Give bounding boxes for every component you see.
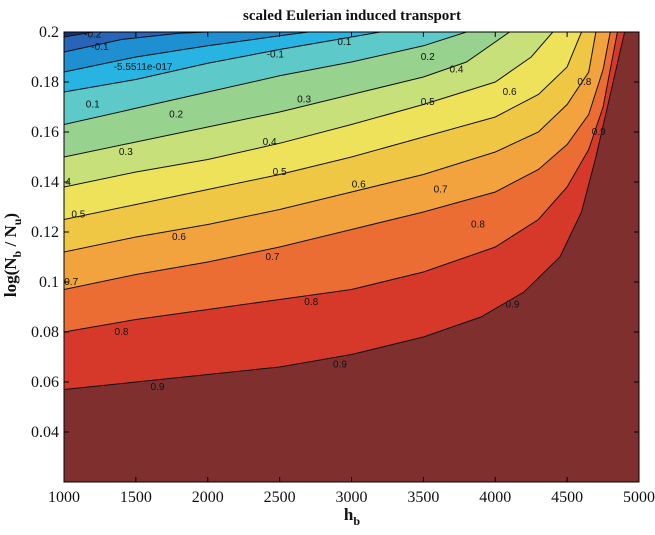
- y-tick-label: 0.2: [39, 24, 59, 41]
- x-tick-label: 2000: [192, 489, 224, 506]
- contour-label: 0.8: [304, 297, 318, 308]
- contour-label: 0.6: [503, 87, 517, 98]
- x-tick-label: 1500: [120, 489, 152, 506]
- svg-text:hb: hb: [344, 505, 360, 528]
- contour-label: 0.7: [434, 185, 448, 196]
- y-tick-label: 0.08: [31, 324, 59, 341]
- contour-line-0.7: [64, 32, 611, 290]
- contour-label: 0.8: [115, 327, 129, 338]
- contour-label: 0.8: [577, 77, 591, 88]
- contour-label: 0.9: [333, 360, 347, 371]
- contour-label: 0.4: [449, 65, 463, 76]
- contour-line-0.3: [64, 32, 510, 158]
- y-tick-label: 0.18: [31, 74, 59, 91]
- chart-title: scaled Eulerian induced transport: [243, 8, 461, 24]
- contour-label: -5.5511e-017: [114, 62, 173, 73]
- y-tick-label: 0.04: [31, 424, 59, 441]
- contour-line-0.1: [64, 32, 381, 93]
- x-tick-label: 4500: [551, 489, 583, 506]
- x-axis-label: hb: [344, 505, 360, 528]
- contour-line-0.2: [64, 32, 467, 125]
- contour-line-0.8: [64, 32, 618, 333]
- contour-label: 0.9: [592, 127, 606, 138]
- y-tick-label: 0.16: [31, 124, 59, 141]
- y-tick-label: 0.06: [31, 374, 59, 391]
- contour-label: 0.3: [297, 95, 311, 106]
- contour-label: 0.5: [273, 167, 287, 178]
- contour-label: -0.1: [91, 42, 109, 53]
- contour-label: 0.5: [421, 97, 435, 108]
- contour-band-0.9: [64, 32, 639, 482]
- contour-label: 0.3: [119, 147, 133, 158]
- contour-label: 0.7: [64, 277, 78, 288]
- y-tick-label: 0.14: [31, 174, 59, 191]
- contour-label: 0.1: [86, 100, 100, 111]
- y-axis: 0.04 0.06 0.08 0.1 0.12 0.14 0.16 0.18 0.2: [31, 24, 639, 441]
- contour-line-0.6: [64, 32, 597, 253]
- x-tick-label: 3500: [407, 489, 439, 506]
- contour-label: 0.9: [150, 382, 164, 393]
- contour-label: -0.1: [267, 50, 285, 61]
- contour-line--0.1: [64, 32, 208, 53]
- contour-line-0.4: [64, 32, 554, 188]
- svg-text:log(Nb / Nu): log(Nb / Nu): [1, 213, 24, 297]
- contour-line-0.9: [64, 32, 626, 390]
- contour-label: 0.2: [169, 110, 183, 121]
- y-tick-label: 0.1: [39, 274, 59, 291]
- contour-label: 0.9: [506, 300, 520, 311]
- x-tick-label: 2500: [264, 489, 296, 506]
- contour-label: -0.2: [84, 30, 102, 41]
- x-tick-label: 5000: [623, 489, 655, 506]
- contour-label: 0.2: [421, 52, 435, 63]
- y-tick-label: 0.12: [31, 224, 59, 241]
- x-tick-label: 1000: [48, 489, 80, 506]
- x-tick-label: 3000: [336, 489, 368, 506]
- y-axis-label: log(Nb / Nu): [1, 213, 24, 297]
- contour-label: 0.1: [337, 37, 351, 48]
- contour-line-0.5: [64, 32, 582, 220]
- contour-label: 0.7: [265, 252, 279, 263]
- contour-label: 0.6: [352, 180, 366, 191]
- x-tick-label: 4000: [479, 489, 511, 506]
- contour-line--0.2: [64, 32, 93, 38]
- contour-label: 0.8: [471, 220, 485, 231]
- contour-label: 0.4: [263, 137, 277, 148]
- plot-area: -0.2-0.1-0.1-5.5511e-0170.10.10.20.20.30…: [64, 30, 639, 482]
- contour-line--5.5511e-017: [64, 32, 309, 73]
- contour-label: 0.6: [172, 232, 186, 243]
- contour-label: 0.5: [71, 210, 85, 221]
- x-axis: 1000 1500 2000 2500 3000 3500 4000 4500 5000: [48, 32, 655, 506]
